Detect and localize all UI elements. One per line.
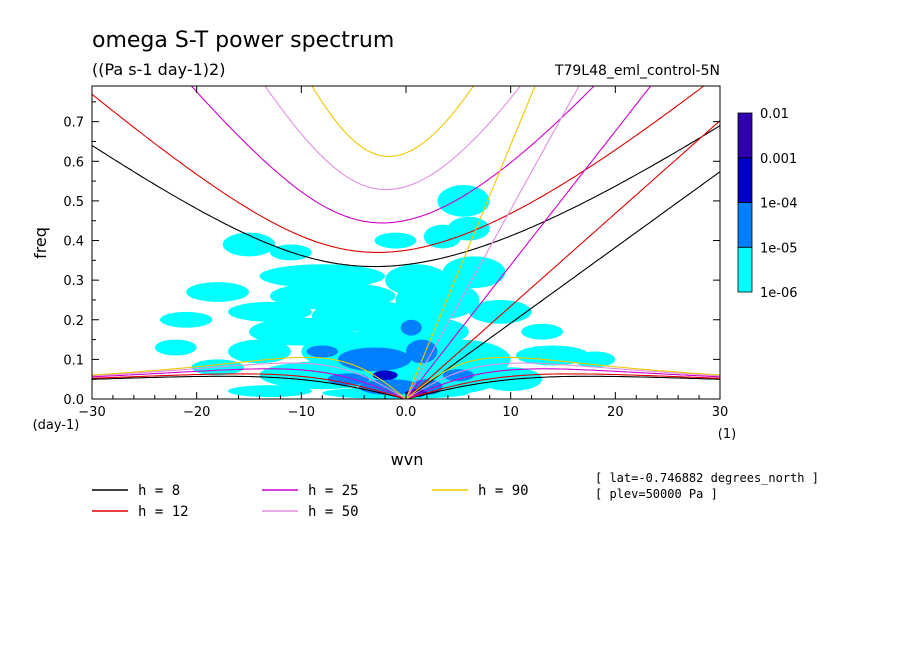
y-tick-label-1: 0.1 <box>63 353 84 368</box>
power-blob-20 <box>228 339 291 364</box>
y-tick-label-7: 0.7 <box>63 116 84 131</box>
x-tick-label-5: 20 <box>607 405 624 420</box>
power-blob-33 <box>327 373 370 386</box>
x-tick-label-3: 0.0 <box>396 405 417 420</box>
colorbar-label-4: 0.01 <box>760 107 789 122</box>
run-label: T79L48_eml_control-5N <box>554 63 720 79</box>
colorbar-label-2: 1e-04 <box>760 197 798 212</box>
legend: h = 8 h = 12 h = 25 h = 50 h = 90 <box>92 483 529 520</box>
colorbar-swatch-0 <box>737 246 753 293</box>
x-tick-label-2: −10 <box>288 405 315 420</box>
colorbar-swatch-1 <box>737 202 753 248</box>
y-tick-label-6: 0.6 <box>63 155 84 170</box>
power-blob-18 <box>521 323 563 340</box>
curve-rossby-2 <box>92 368 720 399</box>
y-tick-label-2: 0.2 <box>63 314 84 329</box>
colorbar-swatch-3 <box>737 112 753 159</box>
curve-kelvin-3 <box>405 86 580 399</box>
colorbar: 1e-06 1e-05 1e-04 0.001 0.01 <box>737 107 798 301</box>
power-blob-0 <box>437 185 490 217</box>
power-blob-29 <box>228 385 312 398</box>
colorbar-label-0: 1e-06 <box>760 286 798 301</box>
colorbar-label-3: 0.001 <box>760 152 797 167</box>
power-blob-12 <box>228 301 312 322</box>
power-blob-31 <box>337 347 412 372</box>
legend-label-2: h = 25 <box>308 483 359 499</box>
y-unit-label: (day-1) <box>33 418 80 433</box>
x-tick-label-0: −30 <box>78 405 105 420</box>
power-contours <box>154 185 616 399</box>
curve-rossby-1 <box>92 373 720 399</box>
x-unit-label: (1) <box>718 427 736 442</box>
curve-ig-4 <box>311 86 475 157</box>
curve-rossby-4 <box>92 356 720 399</box>
curve-kelvin-2 <box>405 86 652 399</box>
legend-label-0: h = 8 <box>138 483 180 499</box>
curve-ig-3 <box>264 86 522 191</box>
legend-label-3: h = 50 <box>308 504 359 520</box>
power-blob-23 <box>515 345 590 366</box>
power-blob-9 <box>186 282 250 302</box>
annotation-plev: [ plev=50000 Pa ] <box>595 487 718 501</box>
power-blob-15 <box>468 299 532 324</box>
x-tick-label-6: 30 <box>712 405 729 420</box>
power-blob-2 <box>423 224 462 249</box>
y-tick-label-5: 0.5 <box>63 195 84 210</box>
power-blob-7 <box>259 264 386 289</box>
x-tick-label-1: −20 <box>183 405 210 420</box>
power-blob-38 <box>442 369 475 382</box>
power-blob-19 <box>154 339 197 356</box>
x-tick-label-4: 10 <box>502 405 519 420</box>
y-tick-label-4: 0.4 <box>63 235 84 250</box>
chart-title: omega S-T power spectrum <box>92 28 394 53</box>
curve-ig-0 <box>92 125 720 268</box>
x-axis-label: wvn <box>391 450 424 469</box>
power-blob-14 <box>160 311 213 328</box>
y-tick-label-0: 0.0 <box>63 393 84 408</box>
power-blob-37 <box>306 345 338 358</box>
legend-label-4: h = 90 <box>478 483 529 499</box>
curve-kelvin-0 <box>405 171 720 399</box>
curve-ig-1 <box>92 86 705 253</box>
y-tick-label-3: 0.3 <box>63 274 84 289</box>
colorbar-swatch-2 <box>737 157 753 203</box>
y-axis-label: freq <box>31 227 50 259</box>
curve-rossby-0 <box>92 375 720 399</box>
power-blob-6 <box>442 256 506 289</box>
annotation-lat: [ lat=-0.746882 degrees_north ] <box>595 471 819 485</box>
power-blob-39 <box>372 370 398 380</box>
power-blob-4 <box>222 232 276 257</box>
colorbar-label-1: 1e-05 <box>760 241 798 256</box>
curve-kelvin-1 <box>405 120 720 399</box>
legend-label-1: h = 12 <box>138 504 189 520</box>
power-blob-11 <box>395 280 480 320</box>
power-blob-3 <box>374 232 417 249</box>
axis-ticks: −30 −20 −10 0.0 10 20 30 0.0 0.1 0.2 0.3 0.4 0.5 0.6 0… <box>63 86 728 420</box>
chart-subtitle: ((Pa s-1 day-1)2) <box>92 60 225 79</box>
curve-kelvin-4 <box>405 86 536 399</box>
curve-rossby-3 <box>92 362 720 399</box>
power-blob-36 <box>400 319 422 336</box>
dispersion-curves <box>92 86 720 399</box>
